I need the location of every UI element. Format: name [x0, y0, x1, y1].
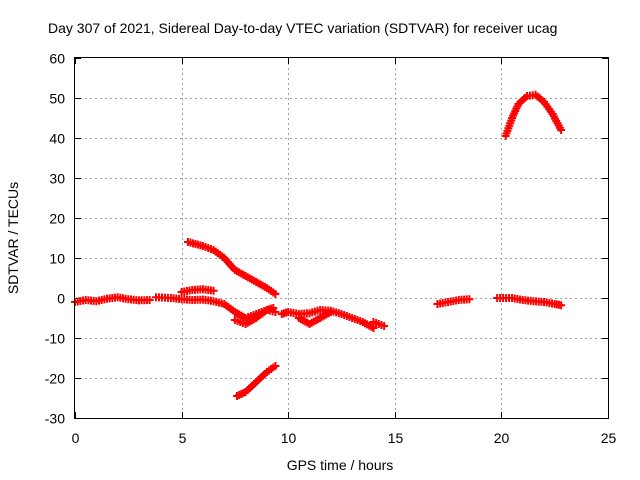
- series-arc-3: [177, 285, 218, 296]
- data-point: [465, 295, 474, 304]
- series-arc-8: [294, 308, 335, 328]
- series-arc-4: [183, 238, 280, 298]
- y-tick-label: -10: [45, 331, 65, 347]
- data-point: [271, 290, 280, 298]
- data-point: [326, 308, 335, 316]
- x-tick-labels: 0 5 10 15 20 25: [72, 430, 617, 446]
- y-tick-label: 60: [49, 51, 65, 67]
- data-point: [380, 322, 389, 330]
- data-point: [209, 286, 218, 295]
- axis-ticks: [75, 58, 609, 419]
- chart-title: Day 307 of 2021, Sidereal Day-to-day VTE…: [48, 20, 557, 36]
- plot-frame: [74, 57, 609, 419]
- series-arc-11: [493, 294, 566, 310]
- grid: [75, 58, 608, 418]
- y-tick-label: 10: [49, 251, 65, 267]
- y-tick-label: 0: [57, 291, 65, 307]
- data-markers: [71, 90, 566, 400]
- data-point: [271, 362, 280, 370]
- data-point: [269, 304, 278, 312]
- y-tick-labels: -30 -20 -10 0 10 20 30 40 50 60: [45, 51, 65, 427]
- data-point: [557, 301, 566, 310]
- y-tick-label: 30: [49, 171, 65, 187]
- y-tick-label: -20: [45, 371, 65, 387]
- x-tick-label: 5: [179, 430, 187, 446]
- data-point: [557, 126, 566, 134]
- series-arc-5: [230, 304, 278, 328]
- y-axis-title: SDTVAR / TECUs: [5, 182, 21, 294]
- y-tick-label: 20: [49, 211, 65, 227]
- x-tick-label: 20: [494, 430, 510, 446]
- data-point: [145, 296, 154, 304]
- series-arc-1: [71, 293, 154, 306]
- series-arc-10: [433, 295, 474, 308]
- x-tick-label: 0: [72, 430, 80, 446]
- series-arc-12: [501, 90, 566, 140]
- y-tick-label: 50: [49, 91, 65, 107]
- series-arc-7: [277, 306, 378, 332]
- series-arc-9: [369, 318, 389, 330]
- series-arc-6: [233, 362, 280, 400]
- x-tick-label: 15: [388, 430, 404, 446]
- x-tick-label: 25: [601, 430, 617, 446]
- y-tick-label: -30: [45, 411, 65, 427]
- x-axis-title: GPS time / hours: [287, 457, 394, 473]
- y-tick-label: 40: [49, 131, 65, 147]
- x-tick-label: 10: [281, 430, 297, 446]
